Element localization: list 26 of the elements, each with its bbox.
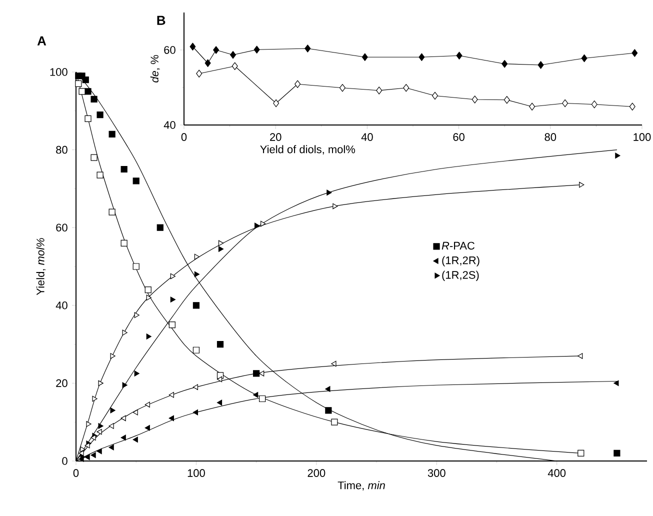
y-tick-label: 80 xyxy=(56,146,68,154)
x-axis-title: Time, min xyxy=(338,481,385,491)
x-axis-title: Yield of diols, mol% xyxy=(260,145,356,155)
text: B xyxy=(157,16,166,25)
x-tick-label: 60 xyxy=(453,133,464,141)
y-tick-label: 20 xyxy=(56,379,68,388)
x-tick-label: 200 xyxy=(308,469,326,477)
x-tick-label: 400 xyxy=(548,469,566,477)
x-tick-label: 100 xyxy=(634,133,651,141)
legend-label: (1R,2S) xyxy=(442,270,479,282)
x-tick-label: 300 xyxy=(428,469,446,477)
x-tick-label: 0 xyxy=(73,469,79,477)
y-tick-label: 40 xyxy=(56,302,68,310)
x-tick-label: 0 xyxy=(181,133,187,141)
y-axis-title: de, % xyxy=(150,55,160,82)
legend-label: (1R,2R) xyxy=(442,256,480,266)
x-tick-label: 80 xyxy=(544,133,556,141)
y-tick-label: 0 xyxy=(62,457,68,465)
y-tick-label: 60 xyxy=(56,224,68,232)
y-axis-title: Yield, mol% xyxy=(36,238,46,296)
x-tick-label: 20 xyxy=(270,133,282,141)
x-tick-label: 100 xyxy=(188,469,205,477)
x-tick-label: 40 xyxy=(361,133,373,141)
y-tick-label: 100 xyxy=(50,68,68,76)
text: A xyxy=(37,36,46,46)
legend-label: R-PAC xyxy=(442,242,475,250)
